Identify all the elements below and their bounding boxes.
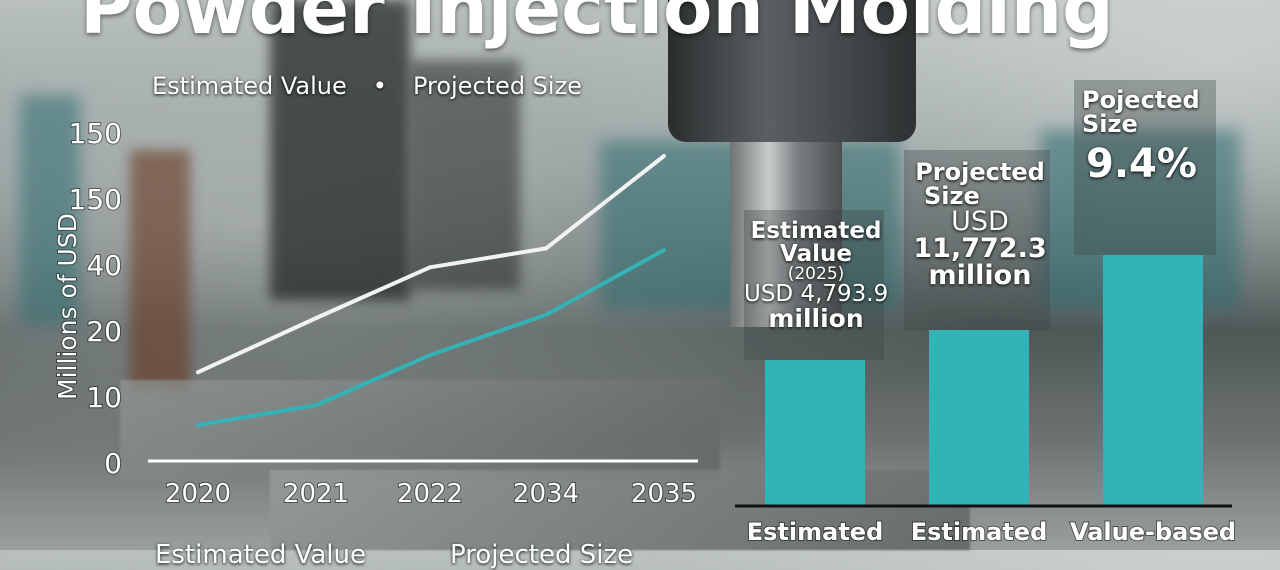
y-axis-label: Millions of USD: [53, 213, 82, 400]
annotation-panel: [904, 150, 1050, 330]
bar-annotation-cagr: Pojected Size 9.4%: [1082, 88, 1200, 184]
annotation-line: Projected: [915, 158, 1045, 186]
line-chart: 0 10 20 40 150 150 2020 2021 2022 2034 2035 Million…: [52, 116, 698, 510]
annotation-line: Value: [780, 241, 852, 267]
annotation-line: (2025): [787, 264, 845, 284]
annotation-value: 9.4%: [1086, 141, 1197, 187]
x-tick-label: 2020: [165, 479, 231, 509]
series-line-estimated-value: [196, 154, 666, 375]
background-teal-panel: [20, 95, 80, 325]
background-machine: [410, 60, 520, 290]
annotation-panel: [744, 210, 884, 360]
x-tick-label: 2021: [283, 479, 349, 509]
y-tick-label: 150: [69, 117, 122, 150]
y-tick-label: 40: [86, 249, 122, 282]
y-tick-label: 150: [69, 183, 122, 216]
annotation-line: Size: [924, 182, 980, 210]
annotation-line: million: [768, 304, 864, 333]
annotation-line: million: [928, 260, 1032, 291]
x-tick-label: 2034: [513, 479, 579, 509]
bar-annotation-estimated-value: Estimated Value (2025) USD 4,793.9 milli…: [744, 218, 889, 333]
background-worker: [130, 150, 190, 390]
page-title: Powder Injection Molding: [80, 0, 1114, 50]
bar-category-label: Estimated: [911, 518, 1048, 546]
legend-estimated-value: Estimated Value: [152, 72, 347, 100]
x-tick-label: 2035: [631, 479, 697, 509]
annotation-line: 11,772.3: [913, 233, 1047, 264]
background-metal-slab: [120, 380, 720, 480]
bottom-caption-estimated: Estimated Value: [155, 540, 367, 570]
bar: [929, 330, 1029, 505]
press-rod-image: [730, 142, 842, 327]
bar-chart: Estimated Estimated Value-based: [735, 255, 1237, 547]
annotation-line: USD 4,793.9: [744, 281, 889, 307]
bottom-caption-projected: Projected Size: [450, 540, 634, 570]
bar-annotation-projected-size: Projected Size USD 11,772.3 million: [910, 160, 1050, 289]
bar-category-label: Value-based: [1070, 518, 1236, 546]
x-tick-label: 2022: [397, 479, 463, 509]
y-tick-label: 20: [86, 315, 122, 348]
press-head-image: [668, 0, 916, 142]
series-line-projected-size: [196, 248, 666, 428]
legend-bullet: •: [372, 72, 387, 100]
chart-canvas: 0 10 20 40 150 150 2020 2021 2022 2034 2035 Million…: [52, 116, 1237, 547]
y-tick-label: 0: [104, 447, 122, 480]
bar: [1103, 255, 1203, 505]
annotation-line: USD: [951, 206, 1009, 237]
annotation-line: Size: [1082, 110, 1138, 138]
bar: [765, 360, 865, 505]
y-tick-label: 10: [86, 381, 122, 414]
annotation-line: Estimated: [750, 218, 882, 244]
annotation-line: Pojected: [1082, 86, 1200, 114]
line-chart-legend: Estimated Value • Projected Size: [152, 72, 582, 100]
background-machine: [270, 0, 410, 300]
bar-category-label: Estimated: [747, 518, 884, 546]
annotation-panel: [1074, 80, 1216, 255]
legend-projected-size: Projected Size: [412, 72, 582, 100]
